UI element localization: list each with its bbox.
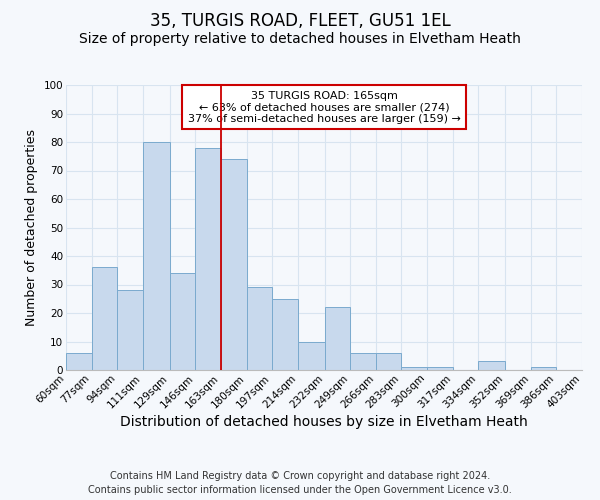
Bar — [272, 298, 298, 370]
Bar — [66, 353, 92, 370]
Bar — [117, 290, 143, 370]
Y-axis label: Number of detached properties: Number of detached properties — [25, 129, 38, 326]
Bar — [531, 367, 556, 370]
Bar — [376, 353, 401, 370]
Bar — [478, 362, 505, 370]
Bar — [427, 367, 452, 370]
Bar — [325, 308, 350, 370]
Text: Contains HM Land Registry data © Crown copyright and database right 2024.
Contai: Contains HM Land Registry data © Crown c… — [88, 471, 512, 495]
Bar — [170, 273, 196, 370]
Text: 35 TURGIS ROAD: 165sqm
← 63% of detached houses are smaller (274)
37% of semi-de: 35 TURGIS ROAD: 165sqm ← 63% of detached… — [188, 90, 460, 124]
X-axis label: Distribution of detached houses by size in Elvetham Heath: Distribution of detached houses by size … — [120, 415, 528, 429]
Bar — [298, 342, 325, 370]
Text: Size of property relative to detached houses in Elvetham Heath: Size of property relative to detached ho… — [79, 32, 521, 46]
Text: 35, TURGIS ROAD, FLEET, GU51 1EL: 35, TURGIS ROAD, FLEET, GU51 1EL — [149, 12, 451, 30]
Bar — [92, 268, 117, 370]
Bar — [401, 367, 427, 370]
Bar — [247, 288, 272, 370]
Bar — [143, 142, 170, 370]
Bar — [196, 148, 221, 370]
Bar — [221, 159, 247, 370]
Bar — [350, 353, 376, 370]
